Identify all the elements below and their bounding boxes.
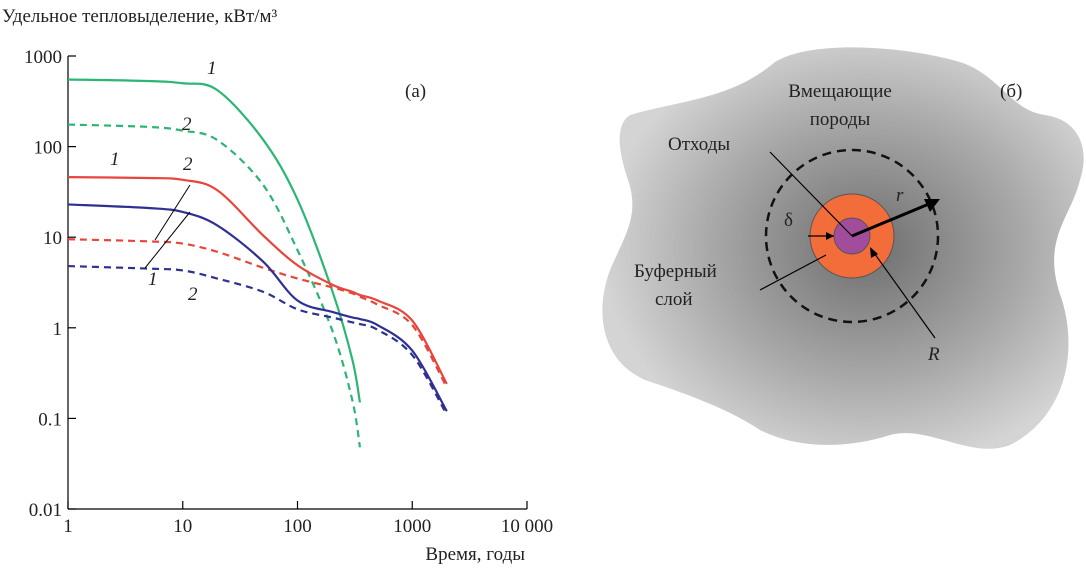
x-axis-label: Время, годы bbox=[425, 544, 525, 565]
y-tick-label: 100 bbox=[34, 138, 63, 159]
y-tick-label: 0.01 bbox=[29, 500, 62, 521]
x-tick-label: 100 bbox=[283, 516, 312, 537]
y-axis-label: Удельное тепловыделение, кВт/м³ bbox=[2, 6, 278, 27]
series-label: 1 bbox=[110, 149, 120, 170]
series-line bbox=[68, 125, 360, 448]
series-label: 1 bbox=[207, 58, 217, 79]
x-tick-label: 10 bbox=[173, 516, 192, 537]
series-line bbox=[68, 177, 447, 384]
R-label: R bbox=[927, 344, 940, 365]
series-label: 1 bbox=[148, 269, 158, 290]
x-tick-label: 10 000 bbox=[501, 516, 553, 537]
series-label: 2 bbox=[183, 154, 193, 175]
buffer-label: слой bbox=[655, 289, 693, 310]
series-line bbox=[68, 266, 447, 415]
r-label: r bbox=[896, 185, 904, 206]
series-line bbox=[68, 204, 447, 411]
waste-label: Отходы bbox=[668, 134, 730, 155]
series-label: 2 bbox=[182, 114, 192, 135]
x-tick-label: 1 bbox=[63, 516, 73, 537]
y-tick-label: 1 bbox=[53, 319, 63, 340]
panel-label: (а) bbox=[405, 81, 426, 102]
delta-label: δ bbox=[784, 210, 793, 231]
panel-label: (б) bbox=[1000, 81, 1022, 102]
series-line bbox=[68, 80, 360, 403]
host-rock-label: породы bbox=[810, 109, 871, 130]
x-tick-label: 1000 bbox=[393, 516, 431, 537]
buffer-label: Буферный bbox=[634, 261, 717, 282]
series-line bbox=[68, 239, 447, 387]
figure: Удельное тепловыделение, кВт/м³ Время, г… bbox=[0, 0, 1086, 571]
y-tick-label: 10 bbox=[43, 228, 62, 249]
host-rock-label: Вмещающие bbox=[788, 81, 892, 102]
plot: 0.01 0.1 1 10 100 1000 1 10 100 1000 10 000 1 2 1 2 1 2 bbox=[24, 47, 553, 537]
y-tick-label: 0.1 bbox=[38, 409, 62, 430]
y-tick-label: 1000 bbox=[24, 47, 62, 68]
series-label: 2 bbox=[188, 284, 198, 305]
